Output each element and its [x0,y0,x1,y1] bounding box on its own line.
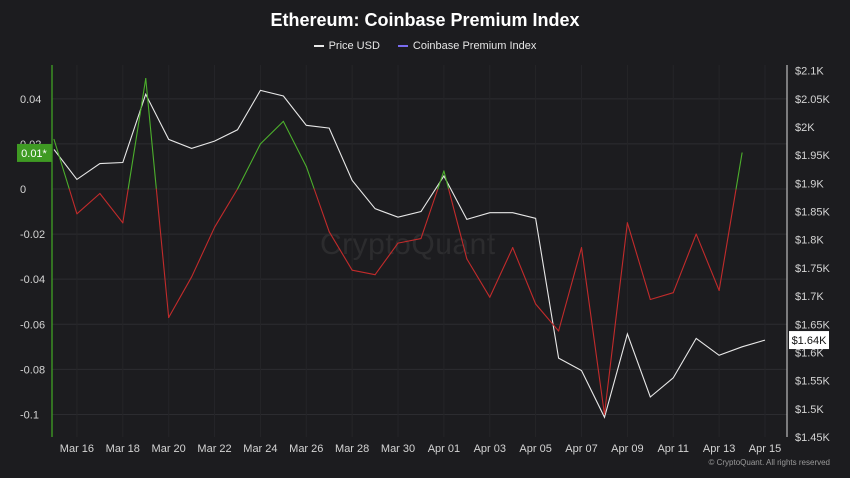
series-layer [53,77,766,419]
series-segment-premium-index [374,242,399,276]
x-tick-label: Apr 15 [749,443,781,455]
y-right-tick-label: $1.85K [795,207,831,219]
y-left-tick-label: -0.02 [20,229,45,241]
series-segment-premium-index [580,247,606,416]
series-segment-premium-index [466,258,491,298]
series-segment-premium-index [603,222,628,416]
y-right-tick-label: $1.55K [795,376,831,388]
y-right-tick-label: $1.9K [795,178,824,190]
y-right-tick-label: $2.05K [795,94,831,106]
x-tick-label: Apr 03 [474,443,506,455]
x-tick-label: Mar 24 [243,443,277,455]
x-tick-label: Mar 28 [335,443,369,455]
chart-title: Ethereum: Coinbase Premium Index [270,10,580,30]
legend-swatch-premium-index [397,45,408,47]
y-right-tick-label: $1.6K [795,347,824,359]
series-segment-premium-index [448,188,468,260]
legend-label-premium-index: Coinbase Premium Index [412,40,537,52]
series-segment-premium-index [76,192,101,215]
y-right-tick-label: $1.45K [795,432,831,444]
series-segment-premium-index [558,247,583,332]
series-segment-premium-index [735,152,743,190]
series-segment-premium-index [155,188,170,319]
series-segment-premium-index [191,226,216,278]
series-segment-premium-index [437,170,445,190]
series-segment-premium-index [649,292,674,301]
right-current-value-badge [789,331,829,350]
series-segment-premium-index [99,192,124,224]
y-right-tick-label: $1.7K [795,291,824,303]
x-tick-label: Mar 30 [381,443,415,455]
series-segment-premium-index [328,231,353,271]
x-tick-label: Mar 18 [106,443,140,455]
x-tick-label: Mar 16 [60,443,94,455]
series-line-price-usd [53,89,766,419]
legend-swatch-price [313,45,324,47]
series-segment-premium-index [397,238,422,244]
y-left-tick-label: -0.1 [20,409,39,421]
x-tick-label: Apr 01 [428,443,460,455]
copyright-notice: © CryptoQuant. All rights reserved [708,458,831,467]
left-current-value-label: 0.01* [21,148,47,160]
x-tick-label: Apr 11 [657,443,689,455]
series-segment-premium-index [626,222,651,301]
y-right-tick-label: $1.75K [795,263,831,275]
series-segment-premium-index [718,188,737,292]
x-tick-label: Mar 26 [289,443,323,455]
x-tick-label: Apr 09 [611,443,643,455]
left-current-value-badge [17,143,52,162]
x-tick-label: Mar 22 [197,443,231,455]
y-right-tick-label: $1.65K [795,319,831,331]
legend-item-price[interactable]: Price USD [313,40,380,52]
series-segment-premium-index [443,170,450,190]
legend-item-premium-index[interactable]: Coinbase Premium Index [397,40,537,52]
y-left-tick-label: -0.08 [20,364,45,376]
axes [51,65,788,437]
series-segment-premium-index [305,165,315,190]
y-left-tick-label: 0 [20,184,26,196]
series-segment-premium-index [313,188,330,233]
series-segment-premium-index [512,247,537,305]
chart-legend: Price USD Coinbase Premium Index [0,40,850,52]
series-segment-premium-index [53,138,70,190]
series-segment-premium-index [420,188,439,240]
series-segment-premium-index [351,269,376,276]
y-right-tick-label: $2K [795,122,815,134]
series-segment-premium-index [259,120,284,145]
series-segment-premium-index [213,188,239,228]
series-segment-premium-index [122,188,129,224]
y-right-tick-label: $1.5K [795,404,824,416]
series-segment-premium-index [535,303,560,332]
right-current-value-label: $1.64K [792,335,828,347]
series-segment-premium-index [282,120,307,168]
series-segment-premium-index [695,233,720,292]
y-left-tick-label: 0.04 [20,94,41,106]
series-segment-premium-index [68,188,78,215]
x-tick-label: Apr 13 [703,443,735,455]
grid-lines [52,65,787,437]
series-segment-premium-index [672,233,697,294]
legend-label-price: Price USD [328,40,380,52]
x-tick-label: Apr 07 [565,443,597,455]
y-left-tick-label: -0.06 [20,319,45,331]
y-right-tick-label: $2.1K [795,66,824,78]
series-segment-premium-index [127,77,147,190]
x-tick-label: Apr 05 [519,443,551,455]
series-segment-premium-index [489,247,514,298]
y-right-tick-label: $1.95K [795,150,831,162]
series-segment-premium-index [145,77,157,190]
x-tick-label: Mar 20 [152,443,186,455]
y-right-tick-label: $1.8K [795,235,824,247]
series-segment-premium-index [168,276,193,319]
y-left-tick-label: -0.04 [20,274,45,286]
series-segment-premium-index [236,143,261,190]
